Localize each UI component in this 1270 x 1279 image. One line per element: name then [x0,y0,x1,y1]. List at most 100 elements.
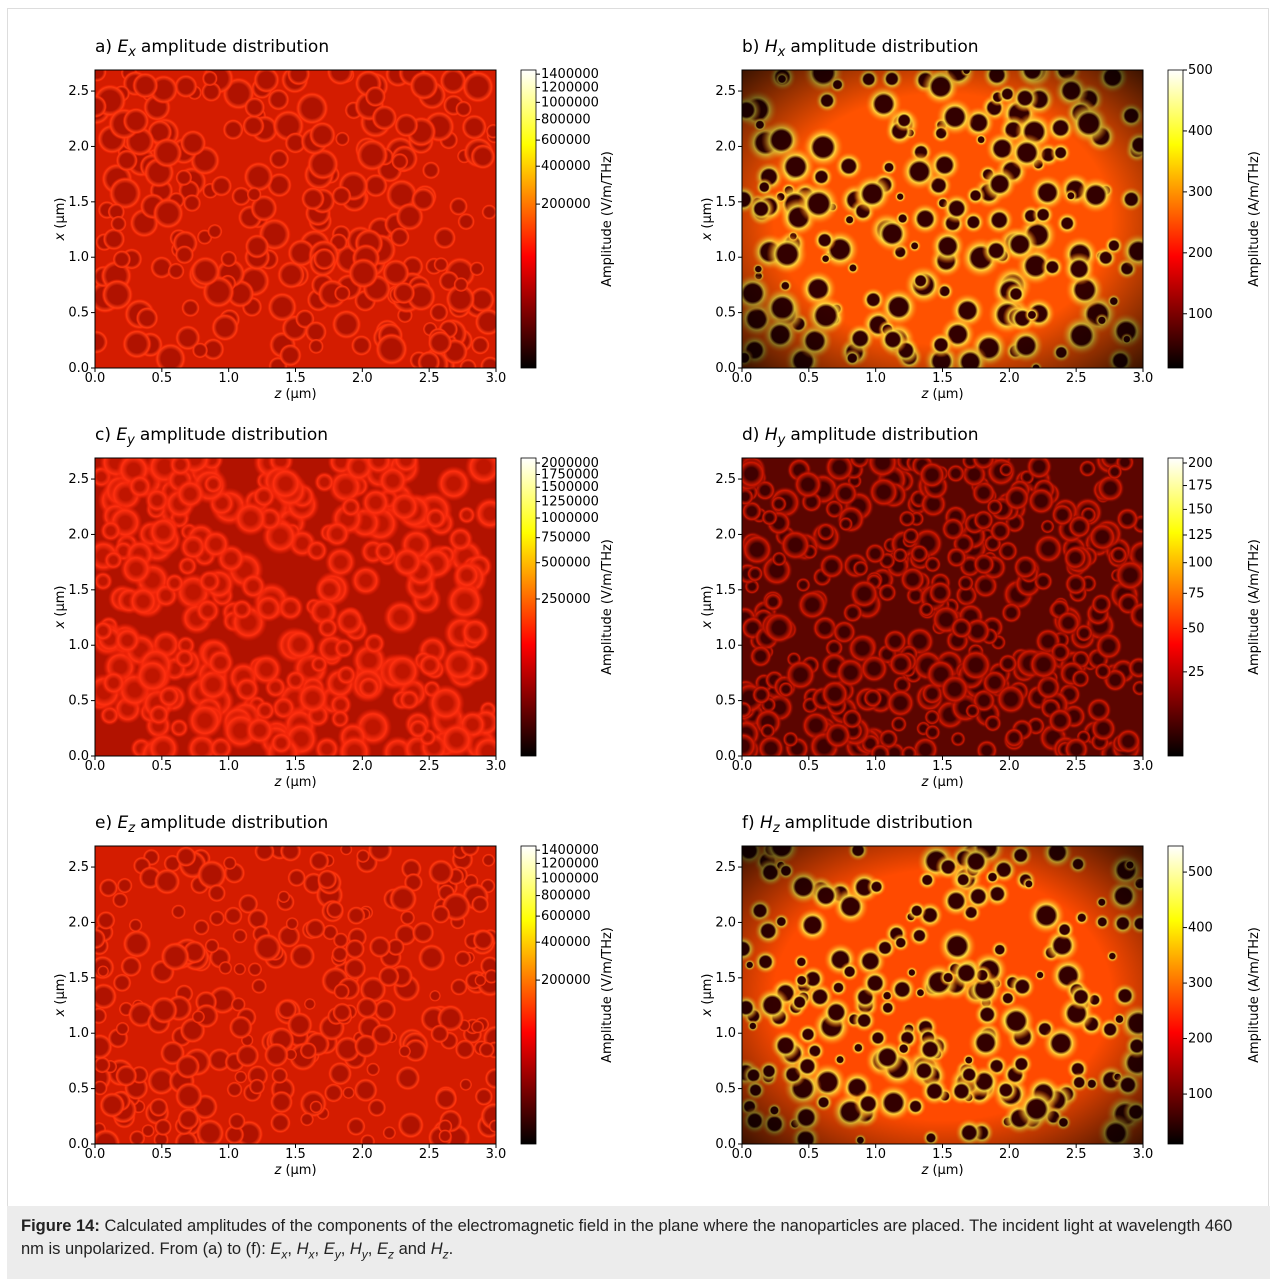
particle [1115,727,1142,755]
particle [793,469,823,500]
y-tick-label: 2.0 [68,915,89,930]
particle [343,957,367,981]
colorbar-label: Amplitude (A/m/THz) [1247,539,1262,675]
x-tick-label: 1.5 [285,1147,306,1162]
y-tick-label: 0.0 [68,361,89,376]
colorbar-tick-label: 400 [1188,921,1213,936]
particle [342,1086,356,1100]
x-axis-symbol: z [920,387,929,402]
particle [441,646,478,683]
particle [350,334,373,357]
y-tick-label: 2.5 [68,860,89,875]
particle [346,1116,366,1137]
title-symbol: H [765,37,778,57]
particle [923,555,942,574]
y-tick-label: 1.5 [715,195,736,210]
heatmap [742,458,1143,756]
colorbar-tick-label: 300 [1188,185,1213,200]
particle [197,569,222,594]
particle [901,526,921,545]
y-tick-label: 0.5 [68,1082,89,1097]
particle [470,143,496,170]
particle [96,910,116,931]
particle [328,1061,353,1086]
panel-title: c) Ey amplitude distribution [95,425,328,448]
particle [849,578,880,610]
y-tick-label: 0.0 [715,1137,736,1152]
particle [267,292,298,322]
particle [201,529,231,559]
caption-text: , [314,1240,324,1258]
particle [112,973,132,993]
particle [218,960,233,976]
particle [746,565,764,583]
colorbar-tick-label: 200000 [541,973,591,988]
particle [115,1021,130,1036]
y-axis-symbol: x [700,620,715,629]
x-tick-label: 1.0 [865,759,886,774]
caption-subscript: y [361,1247,368,1262]
particle [940,516,966,542]
particle [332,1002,353,1023]
particle [195,1118,225,1144]
particle [472,929,495,952]
particle [939,674,970,705]
particle [424,506,448,530]
particle [99,519,122,542]
particle [481,204,496,220]
caption-subscript: x [308,1247,315,1262]
caption-subscript: x [281,1247,288,1262]
particle [114,626,141,654]
y-axis-label: x (μm) [53,198,68,242]
particle [122,329,152,359]
particle [175,478,206,510]
particle [1050,502,1075,527]
particle [222,856,237,871]
particle [1033,533,1064,564]
title-text: amplitude distribution [790,425,978,445]
particle [454,949,472,968]
particle [128,1129,146,1144]
particle [407,717,429,740]
particle [355,848,371,864]
colorbar-tick-label: 125 [1188,528,1213,543]
particle [382,1125,397,1140]
caption-symbol: H [430,1240,443,1258]
particle [831,619,857,645]
y-tick-label: 1.5 [715,971,736,986]
particle [835,657,866,688]
particle [959,648,993,682]
particle [134,657,171,694]
particle [231,186,252,207]
particle [323,520,351,548]
particle [762,611,796,645]
particle [1000,601,1023,624]
particle [308,121,337,149]
y-axis-symbol: x [53,232,68,241]
particle [998,462,1014,478]
particle [102,227,126,251]
particle [430,1024,450,1044]
x-tick-label: 1.5 [285,759,306,774]
colorbar-tick-label: 2000000 [541,456,599,471]
particle [252,933,282,963]
particle [101,278,133,311]
particle [122,929,152,959]
particle [742,500,763,523]
colorbar-tick-label: 1000000 [541,95,599,110]
particle [384,652,421,690]
x-tick-label: 0.0 [732,371,753,386]
particle [816,522,836,542]
y-tick-label: 0.0 [715,361,736,376]
x-axis-unit: (μm) [932,387,963,402]
title-symbol: E [117,37,128,57]
particle [204,938,220,954]
particle [989,519,1012,543]
particle [200,81,222,103]
particle [956,574,975,592]
particle [395,1065,421,1091]
particle [888,651,914,678]
particle [103,550,124,571]
particle [253,70,280,94]
caption: Figure 14: Calculated amplitudes of the … [7,1206,1270,1279]
